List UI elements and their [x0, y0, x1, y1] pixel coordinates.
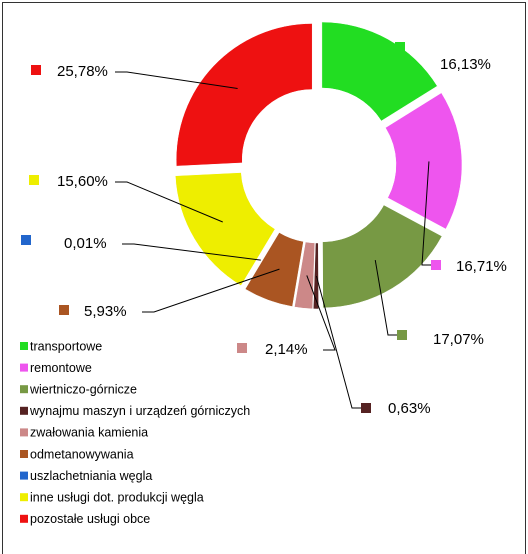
- label-marker: [31, 65, 41, 75]
- donut-segment: [385, 92, 463, 230]
- data-label: 0,01%: [64, 235, 107, 252]
- legend-marker: [20, 514, 28, 523]
- label-marker: [237, 343, 247, 353]
- leader-line: [122, 243, 261, 261]
- donut-segment: [294, 241, 316, 310]
- donut-segment: [322, 204, 443, 309]
- data-label: 17,07%: [433, 331, 484, 348]
- donut-segment: [321, 21, 438, 122]
- legend-label: uszlachetniania węgla: [30, 469, 152, 483]
- leader-line: [142, 268, 280, 313]
- data-label: 16,13%: [440, 56, 491, 73]
- legend-marker: [20, 342, 28, 350]
- legend-label: wiertniczo-górnicze: [29, 382, 137, 396]
- legend-label: zwałowania kamienia: [30, 426, 148, 440]
- donut-segment: [175, 23, 313, 167]
- label-marker: [21, 235, 31, 245]
- leader-line: [115, 181, 223, 223]
- leader-line: [315, 275, 362, 409]
- leader-line: [306, 275, 336, 351]
- leader-line: [421, 161, 432, 266]
- label-marker: [29, 175, 39, 185]
- legend-label: pozostałe usługi obce: [30, 512, 150, 526]
- data-label: 2,14%: [265, 341, 308, 358]
- legend-marker: [20, 450, 28, 458]
- legend-label: transportowe: [30, 339, 102, 353]
- donut-segment: [313, 242, 319, 310]
- label-marker: [395, 42, 405, 52]
- legend-marker: [20, 406, 28, 415]
- legend-marker: [20, 428, 28, 437]
- label-marker: [361, 403, 371, 413]
- legend-marker: [20, 493, 28, 502]
- data-label: 25,78%: [57, 63, 108, 80]
- label-marker: [431, 260, 441, 270]
- legend-marker: [20, 385, 28, 394]
- data-label: 5,93%: [84, 303, 127, 320]
- legend-label: remontowe: [30, 361, 92, 375]
- label-marker: [59, 305, 69, 315]
- label-marker: [397, 330, 407, 340]
- leader-line: [115, 71, 238, 89]
- legend-label: inne usługi dot. produkcji węgla: [30, 490, 204, 504]
- legend-label: wynajmu maszyn i urządzeń górniczych: [29, 404, 250, 418]
- data-label: 15,60%: [57, 173, 108, 190]
- donut-segment: [244, 232, 304, 307]
- data-label: 16,71%: [456, 258, 507, 275]
- legend-marker: [20, 363, 28, 372]
- donut-segment: [175, 172, 276, 286]
- legend-marker: [20, 471, 28, 480]
- leader-line: [374, 260, 398, 336]
- data-label: 0,63%: [388, 400, 431, 417]
- legend-label: odmetanowywania: [30, 447, 134, 461]
